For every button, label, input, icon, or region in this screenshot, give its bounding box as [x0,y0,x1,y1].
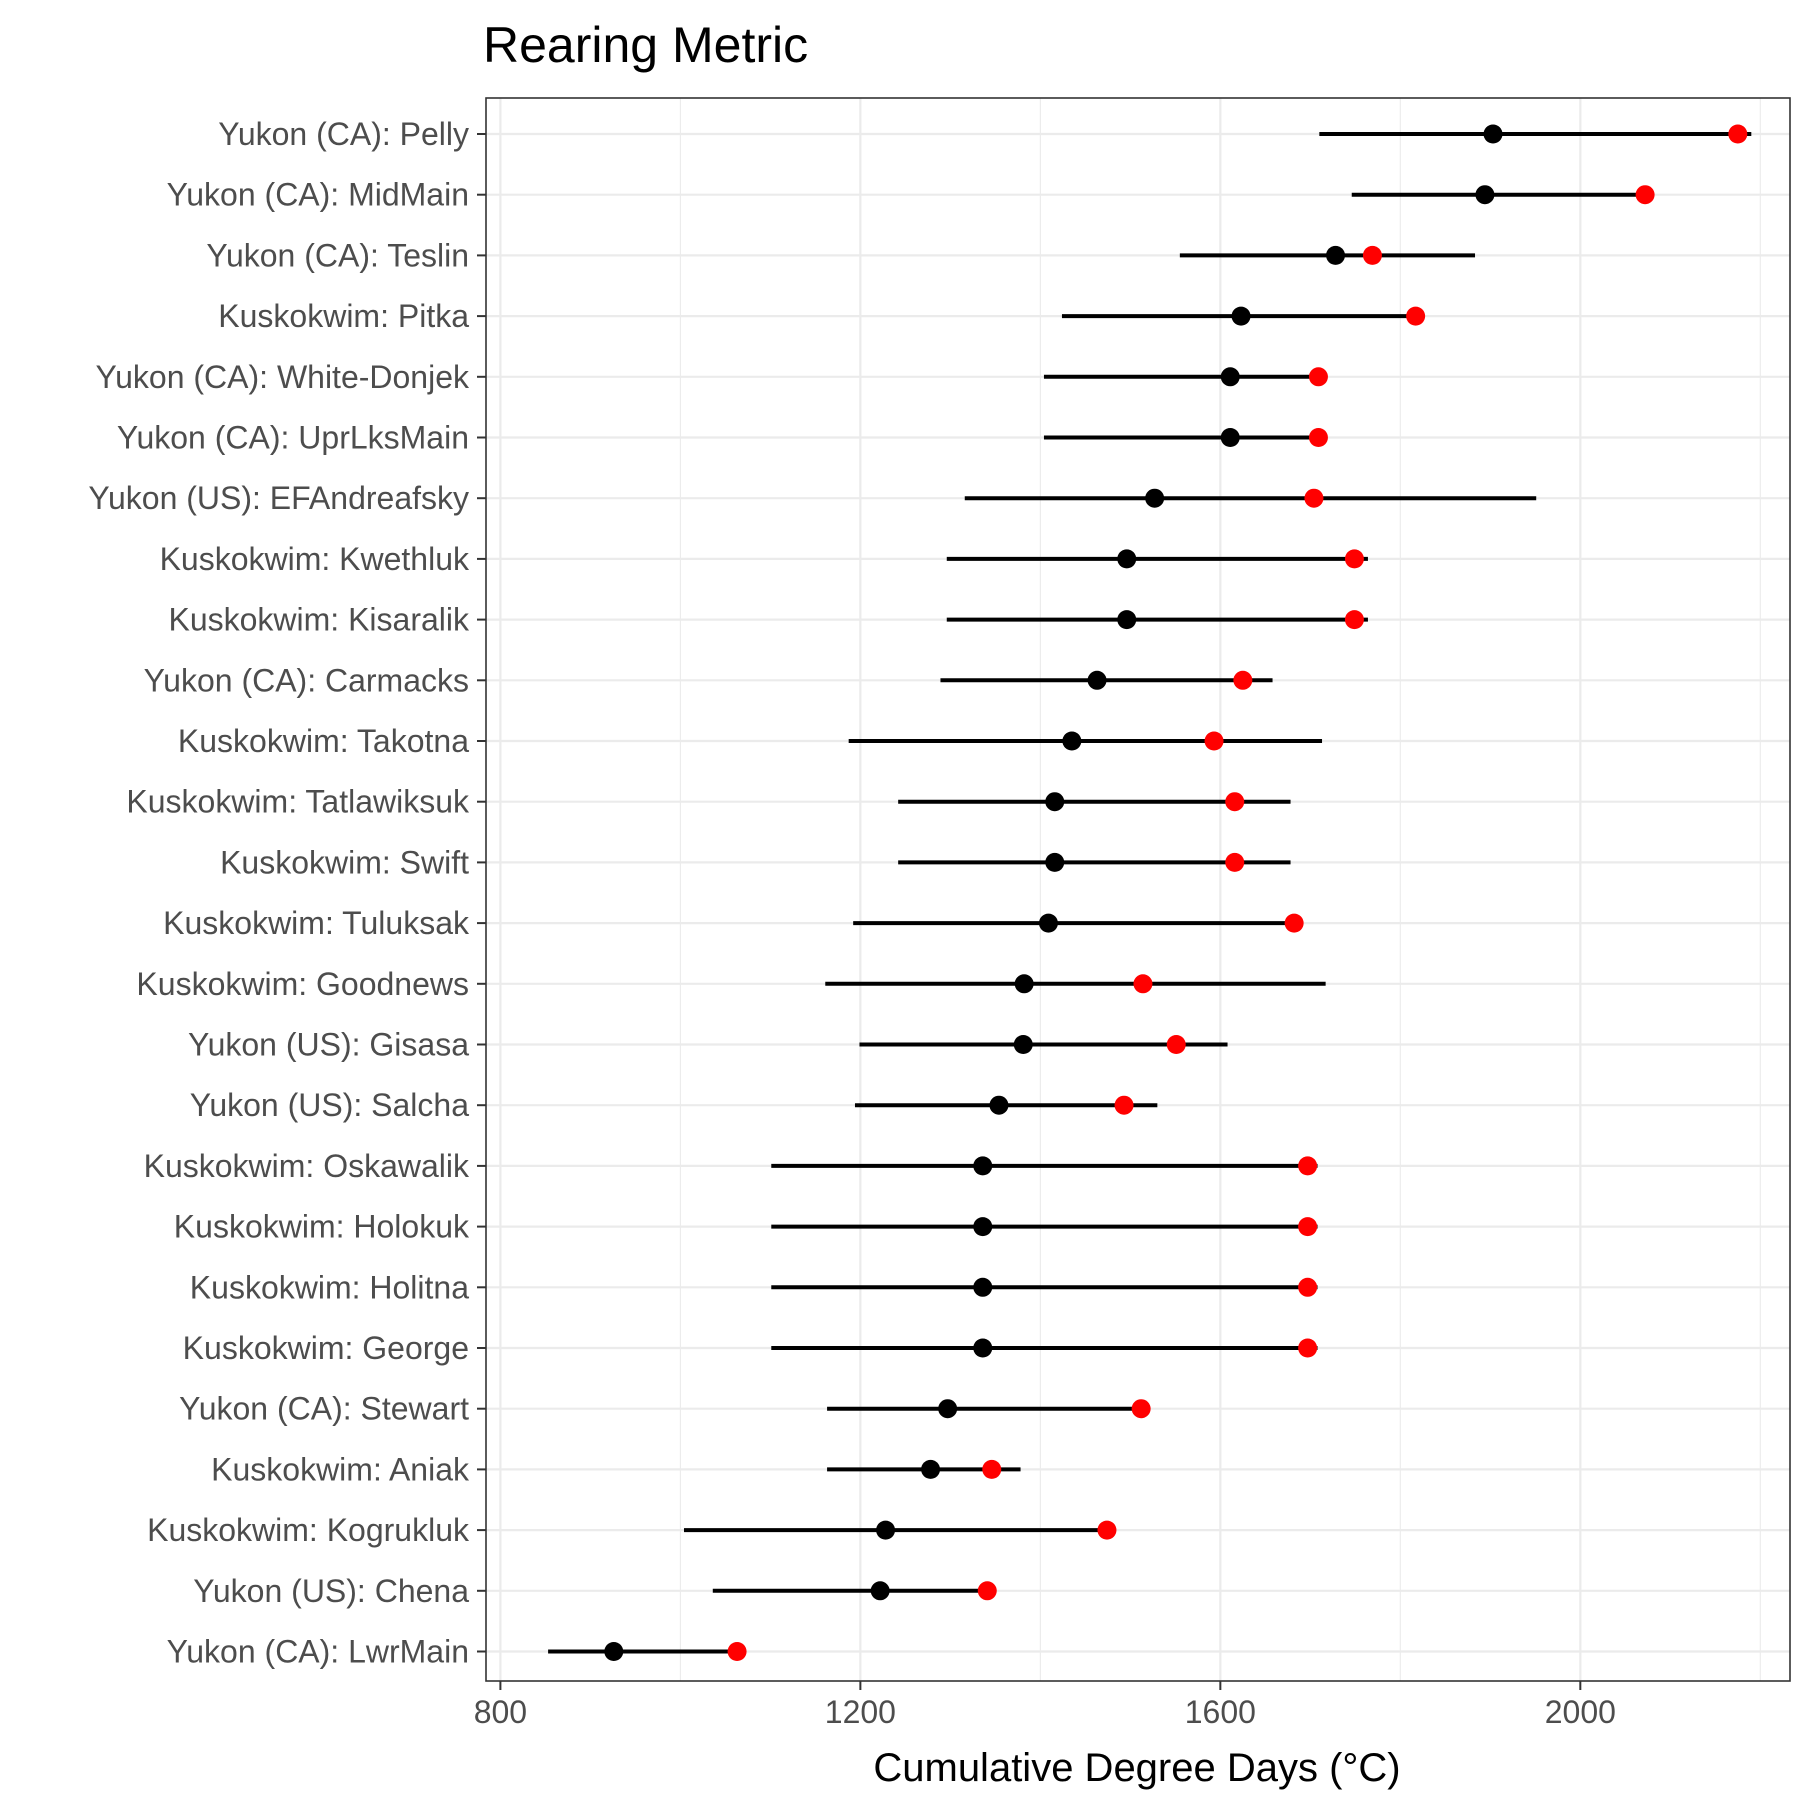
point-layer [604,124,1748,1661]
highlight-point [1308,367,1328,387]
median-point [1038,913,1058,933]
interval-layer [548,132,1752,1654]
y-axis: Yukon (CA): Pelly Yukon (CA): MidMain Yuko… [88,116,486,1670]
y-tick-label: Yukon (CA): MidMain [167,177,469,213]
y-tick-label: Yukon (US): Salcha [190,1087,469,1123]
highlight-point [982,1459,1002,1479]
median-point [921,1459,941,1479]
highlight-point [1362,245,1382,265]
highlight-point [1308,428,1328,447]
highlight-point [1344,610,1364,630]
median-point [1087,670,1107,690]
highlight-point [1114,1095,1134,1115]
x-tick-label: 1200 [825,1694,896,1730]
highlight-point [1204,731,1224,751]
y-tick-label: Kuskokwim: Holokuk [174,1209,470,1245]
highlight-point [1225,792,1245,812]
median-point [1231,306,1251,326]
y-tick-label: Kuskokwim: Holitna [190,1269,469,1305]
highlight-point [1298,1217,1318,1237]
highlight-point [1635,185,1655,205]
y-tick-label: Yukon (CA): Pelly [218,116,469,152]
x-tick-label: 1600 [1185,1694,1256,1730]
y-tick-label: Yukon (US): EFAndreafsky [88,480,469,516]
median-point [1014,974,1034,994]
median-point [1117,549,1137,569]
highlight-point [1131,1399,1151,1419]
x-tick-label: 800 [474,1694,527,1730]
y-tick-label: Kuskokwim: Tuluksak [163,905,470,941]
y-tick-label: Yukon (US): Chena [193,1573,469,1609]
median-point [870,1581,890,1601]
x-tick-label: 2000 [1545,1694,1616,1730]
y-tick-label: Yukon (CA): LwrMain [167,1634,469,1670]
highlight-point [1225,852,1245,872]
chart-title: Rearing Metric [483,17,808,73]
y-tick-label: Kuskokwim: Tatlawiksuk [126,784,470,820]
y-tick-label: Kuskokwim: Goodnews [136,966,469,1002]
median-point [1483,124,1503,144]
highlight-point [1284,913,1304,933]
y-tick-label: Kuskokwim: Kwethluk [160,541,470,577]
x-axis: 800 1200 1600 2000 [474,1681,1616,1730]
highlight-point [1166,1035,1186,1054]
highlight-point [727,1642,747,1661]
median-point [989,1095,1009,1115]
x-axis-title: Cumulative Degree Days (°C) [873,1746,1400,1790]
highlight-point [1298,1156,1318,1176]
y-tick-label: Yukon (CA): White-Donjek [96,359,470,395]
median-point [1062,731,1082,751]
highlight-point [1406,306,1426,326]
y-tick-label: Yukon (CA): Carmacks [144,662,469,698]
highlight-point [1233,670,1253,690]
median-point [1013,1035,1033,1054]
y-tick-label: Yukon (US): Gisasa [188,1027,469,1063]
highlight-point [1097,1520,1117,1540]
median-point [973,1338,993,1358]
highlight-point [1298,1277,1318,1297]
highlight-point [977,1581,997,1601]
y-tick-label: Yukon (CA): Stewart [179,1391,469,1427]
median-point [1145,488,1165,508]
median-point [1045,852,1065,872]
y-tick-label: Kuskokwim: Kisaralik [168,602,470,638]
median-point [1117,610,1137,630]
panel-border [485,97,1791,1682]
median-point [876,1520,896,1540]
median-point [1045,792,1065,812]
y-tick-label: Kuskokwim: Aniak [211,1451,470,1487]
median-point [973,1217,993,1237]
median-point [973,1156,993,1176]
y-tick-label: Kuskokwim: Pitka [218,298,469,334]
y-tick-label: Yukon (CA): Teslin [206,237,469,273]
y-tick-label: Kuskokwim: Takotna [178,723,469,759]
highlight-point [1133,974,1153,994]
y-tick-label: Yukon (CA): UprLksMain [117,420,469,456]
median-point [1220,428,1240,447]
y-tick-label: Kuskokwim: Kogrukluk [147,1512,470,1548]
median-point [1326,245,1346,265]
median-point [1475,185,1495,205]
highlight-point [1344,549,1364,569]
y-tick-label: Kuskokwim: George [183,1330,469,1366]
highlight-point [1728,124,1748,144]
median-point [604,1642,624,1661]
y-tick-label: Kuskokwim: Oskawalik [144,1148,470,1184]
y-tick-label: Kuskokwim: Swift [220,844,469,880]
median-point [1220,367,1240,387]
highlight-point [1298,1338,1318,1358]
median-point [938,1399,958,1419]
highlight-point [1304,488,1324,508]
median-point [973,1277,993,1297]
